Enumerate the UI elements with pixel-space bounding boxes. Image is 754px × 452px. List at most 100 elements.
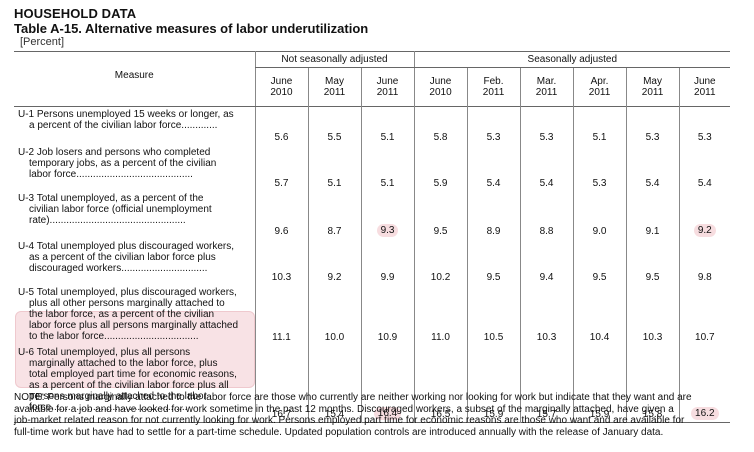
value: 10.9 (377, 331, 398, 343)
column-year: 2011 (376, 87, 399, 98)
value: 8.9 (486, 225, 501, 237)
value: 10.5 (483, 331, 504, 343)
measure-label-line: U-2 Job losers and persons who completed (18, 146, 211, 158)
measure-label-line: discouraged workers.....................… (29, 262, 208, 274)
value: 9.5 (433, 225, 448, 237)
value: 10.2 (430, 271, 451, 283)
value-cell: 8.9 (466, 190, 521, 239)
value-cell: 10.2 (413, 238, 468, 285)
column-month: Apr. (590, 76, 609, 87)
value-cell: 9.2 (678, 190, 731, 239)
value: 11.1 (272, 331, 291, 343)
value: 16.4 (373, 407, 402, 420)
labor-underutilization-table: Measure Not seasonally adjusted Seasonal… (14, 51, 731, 423)
value-cell: 11.0 (413, 284, 468, 345)
value: 10.3 (536, 331, 557, 343)
value-cell: 5.4 (625, 144, 680, 191)
column-year: 2011 (641, 87, 664, 98)
value: 16.7 (271, 409, 292, 420)
value: 10.4 (589, 331, 610, 343)
value-cell: 15.4 (307, 344, 361, 423)
measure-label-line: U-5 Total unemployed, plus discouraged w… (18, 286, 237, 298)
value-cell: 9.3 (360, 190, 415, 239)
value: 5.9 (433, 177, 448, 189)
value-cell: 9.5 (625, 238, 680, 285)
note-line: job-market related reason for not curren… (14, 415, 685, 426)
value-cell: 16.2 (678, 344, 731, 423)
value-cell: 16.5 (413, 344, 468, 423)
value: 5.8 (433, 131, 448, 143)
value: 5.4 (645, 177, 660, 189)
value-cell: 5.3 (572, 144, 627, 191)
value-cell: 8.8 (519, 190, 574, 239)
value: 9.5 (592, 271, 607, 283)
value: 9.0 (592, 225, 607, 237)
note-line: NOTE: Persons marginally attached to the… (14, 392, 692, 403)
group-not-seasonally-adjusted: Not seasonally adjusted (254, 51, 415, 68)
measure-label-line: plus all other persons marginally attach… (29, 297, 225, 309)
column-month: May (325, 76, 344, 87)
value-cell: 5.7 (254, 144, 308, 191)
measure-label-line: U-6 Total unemployed, plus all persons (18, 346, 191, 358)
value-cell: 5.5 (307, 106, 361, 145)
value: 5.4 (486, 177, 501, 189)
column-header: May 2011 (625, 67, 680, 107)
column-month: May (643, 76, 662, 87)
value: 5.3 (539, 131, 554, 143)
measure-label-line: labor force.............................… (29, 168, 193, 180)
value-cell: 16.7 (254, 344, 308, 423)
measure-header: Measure (14, 51, 255, 107)
value-cell: 5.3 (519, 106, 574, 145)
column-header: Feb. 2011 (466, 67, 521, 107)
measure-label-line: rate)...................................… (29, 214, 186, 226)
value: 5.5 (327, 131, 342, 143)
measure-label: U-5 Total unemployed, plus discouraged w… (14, 285, 255, 345)
value-cell: 10.3 (519, 284, 574, 345)
measure-label-line: total employed part time for economic re… (29, 368, 237, 380)
value: 5.3 (486, 131, 501, 143)
value-cell: 5.1 (360, 106, 415, 145)
value: 10.7 (695, 331, 715, 343)
value: 8.7 (327, 225, 342, 237)
value: 15.9 (483, 409, 504, 420)
value: 9.5 (486, 271, 501, 283)
value-cell: 5.4 (519, 144, 574, 191)
value: 9.9 (380, 271, 395, 283)
value-cell: 5.1 (307, 144, 361, 191)
measure-label: U-3 Total unemployed, as a percent of th… (14, 191, 255, 239)
value: 10.3 (642, 331, 663, 343)
column-month: Mar. (536, 76, 557, 87)
value-cell: 5.3 (678, 106, 731, 145)
value-cell: 10.7 (678, 284, 731, 345)
value: 9.3 (376, 223, 399, 237)
value: 11.0 (431, 331, 450, 343)
column-header: Mar. 2011 (519, 67, 574, 107)
value-cell: 15.8 (625, 344, 680, 423)
value: 5.1 (380, 177, 395, 189)
value-cell: 5.9 (413, 144, 468, 191)
column-header: June 2010 (413, 67, 468, 107)
column-header: June 2011 (360, 67, 415, 107)
measure-label-line: U-3 Total unemployed, as a percent of th… (18, 192, 204, 204)
value: 5.4 (697, 177, 712, 189)
value: 5.4 (539, 177, 554, 189)
value: 9.8 (697, 271, 712, 283)
table-row: U-2 Job losers and persons who completed… (14, 144, 731, 191)
value: 5.3 (697, 131, 712, 143)
table-row: U-5 Total unemployed, plus discouraged w… (14, 284, 731, 345)
value-cell: 10.3 (254, 238, 308, 285)
value-cell: 10.3 (625, 284, 680, 345)
measure-label-line: a percent of the civilian labor force...… (29, 120, 218, 131)
value: 9.4 (539, 271, 554, 283)
measure-label-line: persons marginally attached to the labor (29, 390, 207, 402)
value-cell: 5.1 (360, 144, 415, 191)
household-data-heading: HOUSEHOLD DATA (14, 6, 137, 21)
measure-label-line: as a percent of the civilian labor force… (29, 251, 216, 263)
value: 9.2 (693, 223, 716, 237)
column-year: 2010 (270, 87, 293, 98)
value: 5.3 (645, 131, 660, 143)
table-row: U-6 Total unemployed, plus all persons ma… (14, 344, 731, 423)
value-cell: 5.1 (572, 106, 627, 145)
column-year: 2011 (535, 87, 558, 98)
table-note: NOTE: Persons marginally attached to the… (14, 392, 736, 438)
